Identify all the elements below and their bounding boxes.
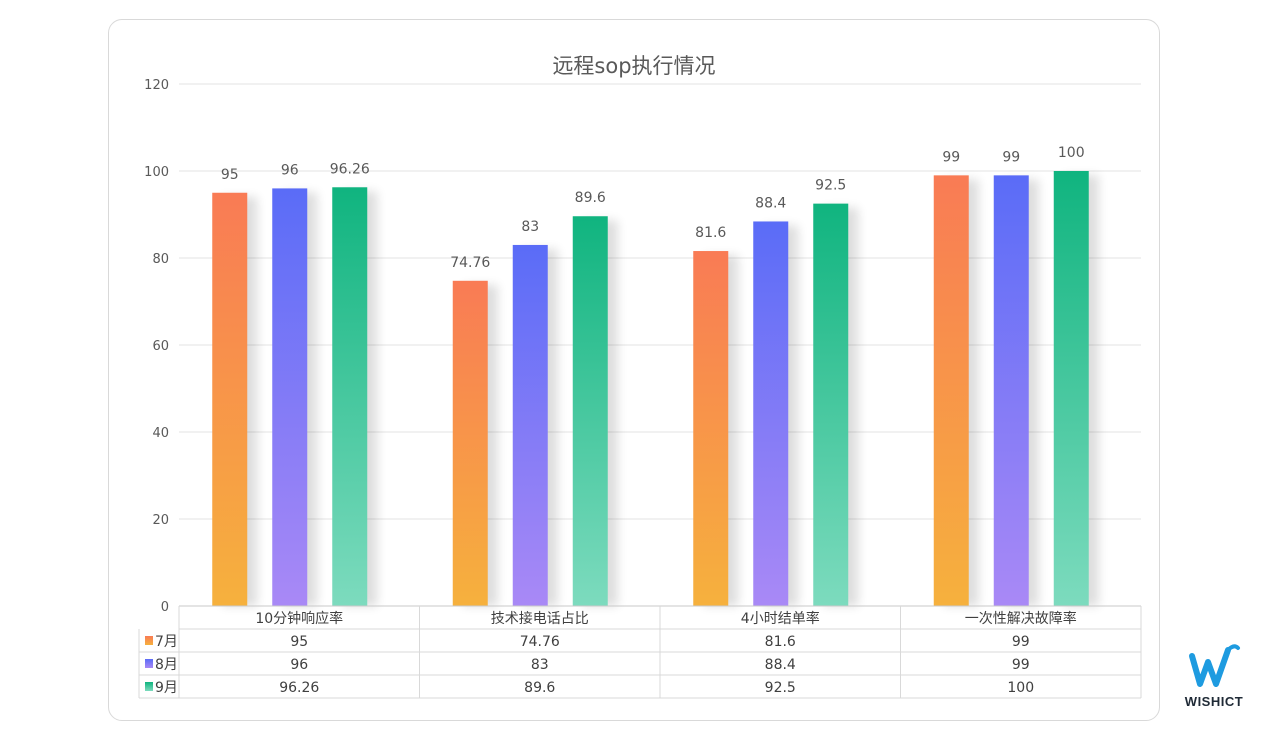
table-cell: 96 — [290, 657, 308, 673]
bar — [993, 175, 1029, 606]
table-cell: 92.5 — [765, 680, 796, 696]
x-category-label: 10分钟响应率 — [255, 610, 343, 627]
bar — [272, 188, 308, 606]
data-label: 99 — [1002, 149, 1020, 165]
data-label: 96 — [281, 162, 299, 178]
bar — [212, 192, 248, 606]
table-cell: 74.76 — [520, 634, 560, 650]
bar — [813, 203, 849, 606]
bar — [572, 216, 608, 607]
table-cell: 89.6 — [524, 680, 555, 696]
bar — [512, 244, 548, 606]
data-label: 81.6 — [695, 225, 726, 241]
bar-chart: 0 20 40 60 80 100 120 95 74.76 81.6 99 96 83 88.4 99 96… — [138, 78, 1142, 699]
bar — [1053, 171, 1089, 606]
data-label: 89.6 — [575, 190, 606, 206]
x-category-label: 技术接电话占比 — [491, 610, 589, 627]
data-label: 95 — [221, 167, 239, 183]
data-label: 99 — [942, 149, 960, 165]
table-cell: 88.4 — [765, 657, 796, 673]
bar — [693, 251, 729, 607]
y-tick-label: 120 — [144, 78, 169, 93]
y-tick-label: 100 — [144, 165, 169, 180]
bar — [933, 175, 969, 606]
bar — [452, 280, 488, 606]
legend-label: 7月 — [155, 634, 178, 650]
table-cell: 99 — [1012, 634, 1030, 650]
logo-text: WISHICT — [1184, 694, 1244, 709]
legend-label: 8月 — [155, 657, 178, 673]
table-cell: 83 — [531, 657, 549, 673]
table-cell: 96.26 — [279, 680, 319, 696]
bar — [753, 221, 789, 606]
data-label: 88.4 — [755, 195, 786, 211]
y-tick-label: 80 — [152, 252, 169, 267]
table-cell: 99 — [1012, 657, 1030, 673]
legend-marker — [145, 636, 153, 645]
table-cell: 100 — [1007, 680, 1034, 696]
chart-card: 远程sop执行情况 0 20 40 60 80 100 120 95 74.76 81.6 99 96… — [108, 19, 1160, 721]
data-label: 100 — [1058, 145, 1085, 161]
bar — [332, 187, 368, 607]
data-label: 92.5 — [815, 178, 846, 194]
x-category-label: 4小时结单率 — [741, 610, 820, 627]
y-tick-label: 0 — [161, 600, 169, 615]
legend-label: 9月 — [155, 680, 178, 696]
data-label: 96.26 — [330, 161, 370, 177]
wishict-logo: WISHICT — [1178, 642, 1250, 712]
y-tick-label: 60 — [152, 339, 169, 354]
data-label: 83 — [521, 219, 539, 235]
table-cell: 81.6 — [765, 634, 796, 650]
legend-marker — [145, 659, 153, 668]
wishict-logo-icon — [1189, 644, 1240, 687]
table-cell: 95 — [290, 634, 308, 650]
legend-marker — [145, 682, 153, 691]
x-category-label: 一次性解决故障率 — [965, 610, 1077, 627]
chart-title: 远程sop执行情况 — [552, 54, 716, 78]
data-label: 74.76 — [450, 255, 490, 271]
y-tick-label: 40 — [152, 426, 169, 441]
y-tick-label: 20 — [152, 513, 169, 528]
